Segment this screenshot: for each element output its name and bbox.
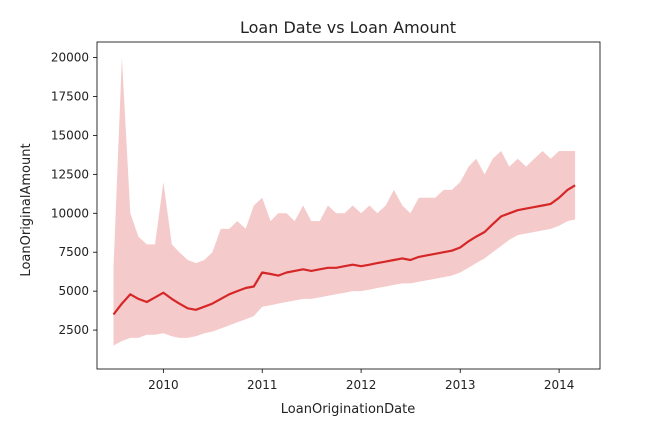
x-tick-label: 2010 bbox=[148, 378, 179, 392]
y-tick-label: 7500 bbox=[58, 245, 89, 259]
plot-frame bbox=[96, 41, 601, 370]
y-tick-label: 12500 bbox=[51, 167, 89, 181]
confidence-band bbox=[113, 57, 576, 346]
y-tick-label: 2500 bbox=[58, 323, 89, 337]
x-tick-label: 2012 bbox=[346, 378, 377, 392]
x-tick-label: 2011 bbox=[247, 378, 278, 392]
x-tick-label: 2013 bbox=[445, 378, 476, 392]
chart-title: Loan Date vs Loan Amount bbox=[240, 18, 456, 37]
x-tick-label: 2014 bbox=[544, 378, 575, 392]
y-axis-label: LoanOriginalAmount bbox=[19, 143, 34, 276]
y-tick-label: 20000 bbox=[51, 51, 89, 65]
y-tick-label: 10000 bbox=[51, 206, 89, 220]
x-axis: 2010 2011 2012 2013 2014 bbox=[148, 369, 574, 392]
y-axis: 2500 5000 7500 10000 12500 15000 17500 20000 bbox=[51, 51, 97, 337]
plot-area bbox=[96, 41, 601, 370]
y-tick-label: 15000 bbox=[51, 128, 89, 142]
y-tick-label: 5000 bbox=[58, 284, 89, 298]
series-line bbox=[112, 184, 576, 316]
y-tick-label: 17500 bbox=[51, 90, 89, 104]
x-axis-label: LoanOriginationDate bbox=[281, 402, 415, 417]
